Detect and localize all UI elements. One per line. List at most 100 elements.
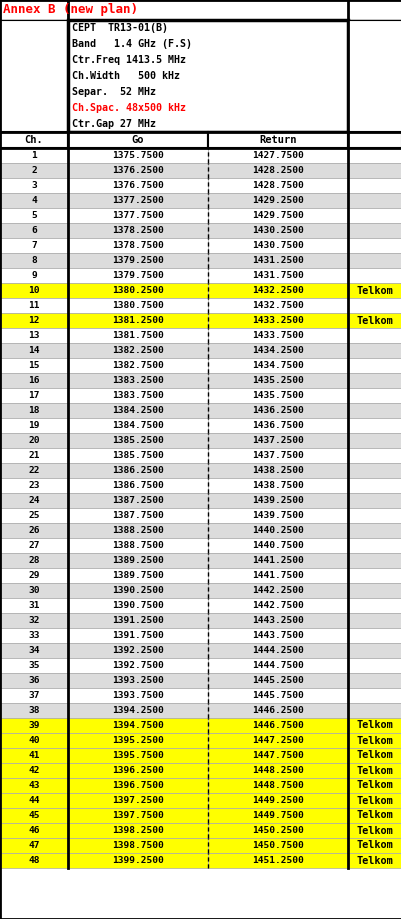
Text: 35: 35 [28,661,40,670]
Bar [0,313,68,328]
Bar [68,448,207,463]
Text: 25: 25 [28,511,40,520]
Bar [68,433,207,448]
Text: 1448.7500: 1448.7500 [251,781,303,790]
Text: 45: 45 [28,811,40,820]
Text: Separ.  52 MHz: Separ. 52 MHz [72,87,156,97]
Bar [207,478,347,493]
Bar [68,313,207,328]
Text: Telkom: Telkom [356,720,393,731]
Bar [347,718,401,733]
Bar [207,493,347,508]
Text: 1429.7500: 1429.7500 [251,211,303,220]
Text: 23: 23 [28,481,40,490]
Bar [207,343,347,358]
Bar [347,808,401,823]
Bar [207,448,347,463]
Text: Telkom: Telkom [356,796,393,805]
Text: 27: 27 [28,541,40,550]
Bar [0,418,68,433]
Bar [68,478,207,493]
Bar [347,688,401,703]
Bar [207,253,347,268]
Bar [207,523,347,538]
Text: 18: 18 [28,406,40,415]
Text: 12: 12 [28,316,40,325]
Text: 1396.7500: 1396.7500 [112,781,164,790]
Bar [0,298,68,313]
Bar [68,673,207,688]
Text: 1: 1 [31,151,37,160]
Bar [207,538,347,553]
Bar [68,253,207,268]
Text: 1377.2500: 1377.2500 [112,196,164,205]
Bar [207,223,347,238]
Bar [207,268,347,283]
Bar [347,208,401,223]
Bar [347,583,401,598]
Bar [68,193,207,208]
Bar [347,703,401,718]
Text: 2: 2 [31,166,37,175]
Text: Ctr.Freq 1413.5 MHz: Ctr.Freq 1413.5 MHz [72,55,186,65]
Text: 48: 48 [28,856,40,865]
Bar [68,523,207,538]
Text: 1439.7500: 1439.7500 [251,511,303,520]
Bar [0,253,68,268]
Bar [207,178,347,193]
Text: 1381.7500: 1381.7500 [112,331,164,340]
Bar [0,493,68,508]
Bar [207,643,347,658]
Bar [207,583,347,598]
Text: 1447.2500: 1447.2500 [251,736,303,745]
Text: CEPT  TR13-01(B): CEPT TR13-01(B) [72,23,168,33]
Bar [347,523,401,538]
Bar [0,358,68,373]
Bar [0,598,68,613]
Bar [347,163,401,178]
Bar [68,208,207,223]
Bar [0,223,68,238]
Bar [0,568,68,583]
Text: 1379.7500: 1379.7500 [112,271,164,280]
Bar [207,193,347,208]
Text: Telkom: Telkom [356,825,393,835]
Bar [347,643,401,658]
Bar [207,568,347,583]
Text: 32: 32 [28,616,40,625]
Text: 1388.7500: 1388.7500 [112,541,164,550]
Text: 1440.2500: 1440.2500 [251,526,303,535]
Text: 1393.7500: 1393.7500 [112,691,164,700]
Bar [347,298,401,313]
Text: 1437.7500: 1437.7500 [251,451,303,460]
Text: 1383.2500: 1383.2500 [112,376,164,385]
Text: 40: 40 [28,736,40,745]
Text: 1386.2500: 1386.2500 [112,466,164,475]
Text: Ch.: Ch. [24,135,43,145]
Bar [0,718,68,733]
Bar [207,313,347,328]
Bar [0,0,68,20]
Bar [0,478,68,493]
Bar [347,658,401,673]
Bar [0,403,68,418]
Text: 1393.2500: 1393.2500 [112,676,164,685]
Bar [68,418,207,433]
Bar [68,553,207,568]
Text: 1386.7500: 1386.7500 [112,481,164,490]
Bar [347,673,401,688]
Text: 44: 44 [28,796,40,805]
Bar [347,253,401,268]
Bar [347,733,401,748]
Text: 13: 13 [28,331,40,340]
Text: 10: 10 [28,286,40,295]
Text: 1381.2500: 1381.2500 [112,316,164,325]
Text: 1446.2500: 1446.2500 [251,706,303,715]
Bar [0,838,68,853]
Bar [68,238,207,253]
Bar [347,388,401,403]
Text: 14: 14 [28,346,40,355]
Bar [207,793,347,808]
Text: 22: 22 [28,466,40,475]
Bar [347,748,401,763]
